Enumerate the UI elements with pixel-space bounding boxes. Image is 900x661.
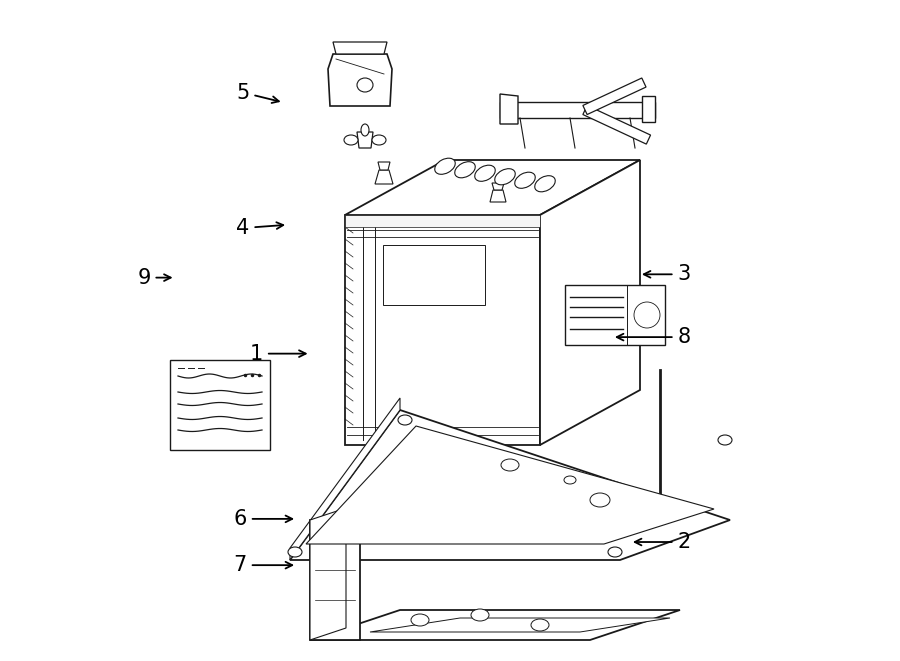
Text: 5: 5 <box>237 83 279 103</box>
Polygon shape <box>345 160 640 215</box>
Ellipse shape <box>398 415 412 425</box>
Ellipse shape <box>435 158 455 175</box>
Ellipse shape <box>361 124 369 136</box>
Ellipse shape <box>718 435 732 445</box>
Polygon shape <box>583 106 651 144</box>
Ellipse shape <box>515 173 536 188</box>
Polygon shape <box>333 42 387 54</box>
Ellipse shape <box>357 78 373 92</box>
Ellipse shape <box>474 165 495 181</box>
Polygon shape <box>310 610 680 640</box>
Ellipse shape <box>590 493 610 507</box>
Polygon shape <box>375 170 393 184</box>
Polygon shape <box>490 190 506 202</box>
Polygon shape <box>370 618 670 632</box>
Polygon shape <box>540 160 640 445</box>
Polygon shape <box>345 215 540 227</box>
Polygon shape <box>583 78 646 114</box>
Text: 3: 3 <box>644 264 690 284</box>
Polygon shape <box>170 360 270 450</box>
Polygon shape <box>500 94 518 124</box>
Text: 7: 7 <box>234 555 292 575</box>
Polygon shape <box>306 426 714 544</box>
Polygon shape <box>378 162 390 170</box>
Ellipse shape <box>564 476 576 484</box>
Polygon shape <box>383 245 485 305</box>
Ellipse shape <box>495 169 516 185</box>
Ellipse shape <box>531 619 549 631</box>
Polygon shape <box>345 215 540 445</box>
Ellipse shape <box>501 459 519 471</box>
Polygon shape <box>565 285 665 345</box>
Polygon shape <box>500 102 655 118</box>
Text: 2: 2 <box>634 532 690 552</box>
Polygon shape <box>642 96 655 122</box>
Polygon shape <box>310 508 346 640</box>
Text: 4: 4 <box>237 218 284 238</box>
Ellipse shape <box>634 302 660 328</box>
Ellipse shape <box>535 176 555 192</box>
Ellipse shape <box>288 547 302 557</box>
Polygon shape <box>328 54 392 106</box>
Ellipse shape <box>608 547 622 557</box>
Polygon shape <box>290 398 400 560</box>
Polygon shape <box>310 520 360 640</box>
Ellipse shape <box>454 162 475 178</box>
Ellipse shape <box>471 609 489 621</box>
Polygon shape <box>492 183 504 190</box>
Ellipse shape <box>411 614 429 626</box>
Text: 1: 1 <box>250 344 306 364</box>
Polygon shape <box>357 132 373 148</box>
Polygon shape <box>290 410 730 560</box>
Text: 6: 6 <box>234 509 292 529</box>
Ellipse shape <box>344 135 358 145</box>
Text: 8: 8 <box>616 327 690 347</box>
Text: 9: 9 <box>138 268 171 288</box>
Ellipse shape <box>372 135 386 145</box>
